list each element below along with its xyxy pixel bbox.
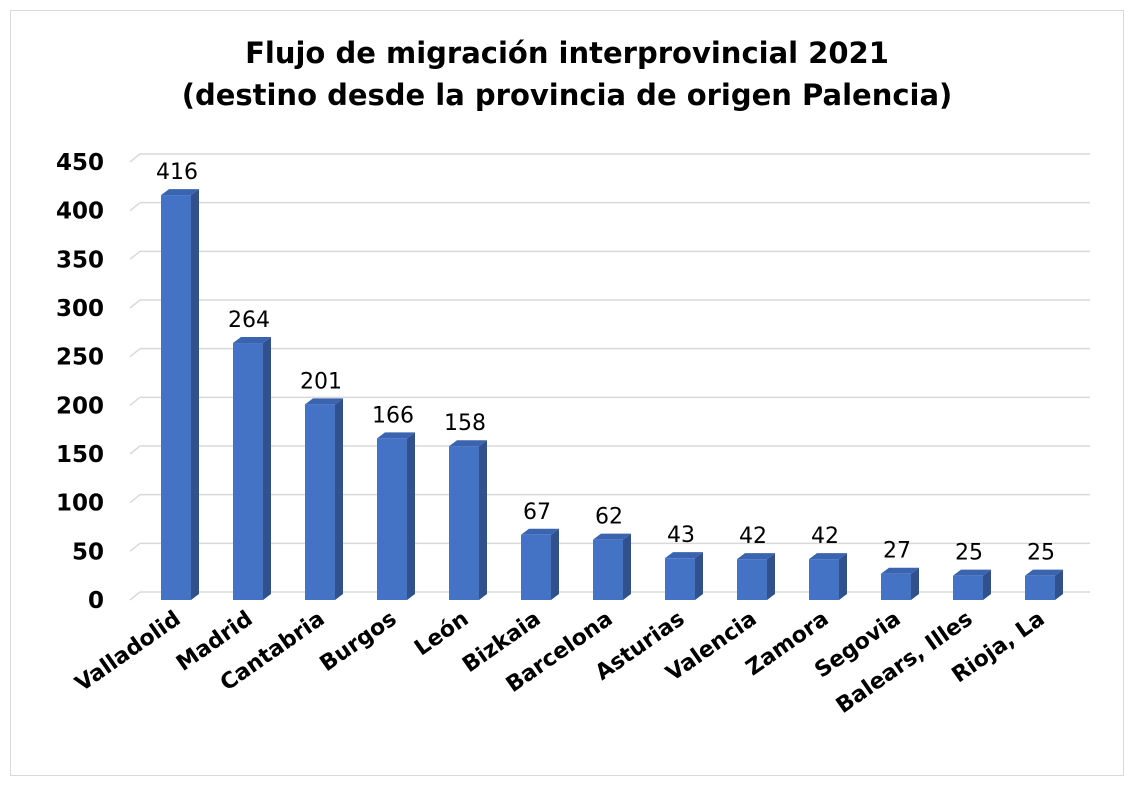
gridline (129, 445, 1090, 455)
bars (161, 189, 1063, 601)
y-tick-label: 0 (88, 588, 104, 614)
bar (593, 533, 631, 600)
data-label: 416 (156, 160, 198, 185)
data-label: 43 (667, 523, 695, 548)
bar (521, 528, 559, 600)
y-tick-label: 350 (56, 247, 104, 273)
bar (161, 189, 199, 601)
data-label: 42 (739, 524, 767, 549)
bar (737, 553, 775, 600)
data-labels: 416 264 201 166 158 67 62 43 42 42 27 25 25 (156, 160, 1055, 566)
data-label: 166 (372, 403, 414, 428)
bar (809, 553, 847, 600)
chart-title: Flujo de migración interprovincial 2021 (245, 36, 889, 70)
bar (665, 552, 703, 600)
y-tick-label: 100 (56, 491, 104, 517)
data-label: 25 (955, 541, 983, 566)
data-label: 27 (883, 539, 911, 564)
data-label: 158 (444, 411, 486, 436)
data-label: 67 (523, 500, 551, 525)
gridline (129, 153, 1090, 163)
bar (881, 567, 919, 600)
bar (233, 337, 271, 600)
gridline (129, 201, 1090, 212)
y-axis-ticks: 0 50 100 150 200 250 300 350 400 450 (56, 150, 104, 614)
x-tick-label: Burgos (316, 606, 402, 677)
bar (377, 432, 415, 600)
bar (953, 569, 991, 600)
data-label: 201 (300, 369, 342, 394)
chart-subtitle: (destino desde la provincia de origen Pa… (181, 78, 953, 112)
bar (1025, 569, 1063, 600)
bar (305, 398, 343, 600)
y-tick-label: 300 (56, 296, 104, 322)
y-tick-label: 450 (56, 150, 104, 176)
y-tick-label: 150 (56, 442, 104, 468)
data-label: 62 (595, 505, 623, 530)
y-tick-label: 250 (56, 345, 104, 371)
bar (449, 440, 487, 600)
gridline (129, 299, 1090, 309)
y-tick-label: 50 (72, 539, 104, 565)
y-tick-label: 200 (56, 393, 104, 419)
data-label: 264 (228, 308, 270, 333)
gridline (129, 347, 1090, 358)
x-tick-label: Valladolid (71, 606, 186, 697)
gridline (129, 493, 1090, 504)
gridline (129, 396, 1090, 406)
chart-title-block: Flujo de migración interprovincial 2021 … (0, 32, 1134, 116)
y-tick-label: 400 (56, 199, 104, 225)
data-label: 42 (811, 524, 839, 549)
data-label: 25 (1027, 541, 1055, 566)
gridlines (129, 153, 1090, 601)
gridline (129, 250, 1090, 260)
